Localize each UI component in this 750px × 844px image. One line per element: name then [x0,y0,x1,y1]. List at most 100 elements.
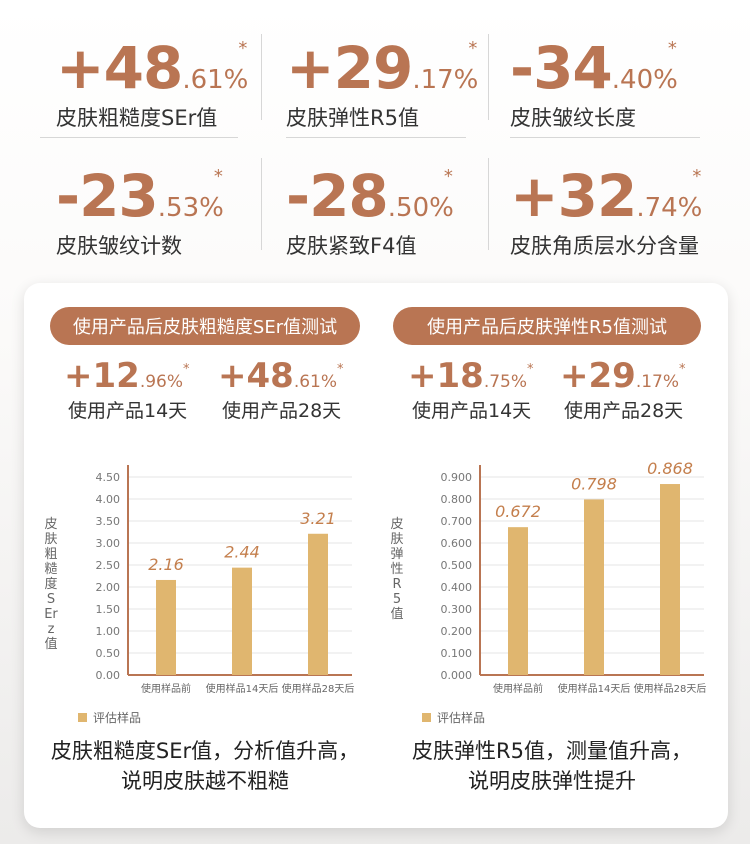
stat-label: 皮肤粗糙度SEr值 [56,106,218,130]
stat-decimals: .40% [611,65,678,95]
elasticity-stat-14d: +18.75%* 使用产品14天 [408,356,558,422]
stat-label: 使用产品28天 [222,400,342,422]
stat-mark: * [679,362,686,377]
stat-label: 使用产品14天 [412,400,532,422]
data-label: 3.21 [300,509,336,528]
stat-label: 皮肤皱纹长度 [510,106,636,130]
elasticity-stat-28d: +29.17%* 使用产品28天 [560,356,710,422]
stat-value: +18.75%* [408,356,534,396]
divider [488,34,489,120]
stat-decimals: .17% [635,372,680,392]
roughness-stat-14d: +12.96%* 使用产品14天 [64,356,214,422]
legend-swatch [78,713,87,722]
stat-value: +29.17%* [560,356,686,396]
stat-label: 皮肤弹性R5值 [286,106,419,130]
stat-decimals: .75% [483,372,528,392]
roughness-conclusion: 皮肤粗糙度SEr值，分析值升高， 说明皮肤越不粗糙 [24,736,386,796]
y-tick-label: 0.900 [441,471,473,484]
y-tick-label: 0.800 [441,493,473,506]
stat-decimals: .61% [182,65,249,95]
elasticity-conclusion: 皮肤弹性R5值，测量值升高， 说明皮肤弹性提升 [376,736,728,796]
stat-wrinkle-count: -23.53% * 皮肤皱纹计数 [56,142,276,262]
roughness-chart-ylabel: 皮肤粗糙度SErz值 [44,517,58,652]
y-tick-label: 0.000 [441,669,473,682]
stat-value: +32.74% * [510,162,703,230]
x-tick-label: 使用样品14天后 [558,682,631,695]
stat-value: -23.53% * [56,162,224,230]
stat-decimals: .17% [412,65,479,95]
stat-int: +48 [218,356,294,396]
bar [308,533,328,675]
stat-decimals: .74% [636,193,703,223]
stat-int: +29 [286,34,413,102]
test-results-card: 使用产品后皮肤粗糙度SEr值测试 +12.96%* 使用产品14天 +48.61… [24,283,728,828]
stat-mark: * [213,166,223,187]
y-tick-label: 2.50 [96,559,121,572]
x-tick-label: 使用样品前 [493,682,543,695]
legend-swatch [422,713,431,722]
elasticity-test-title: 使用产品后皮肤弹性R5值测试 [393,307,701,345]
roughness-legend: 评估样品 [78,709,141,726]
stat-int: -34 [510,34,613,102]
stat-value: +29.17% * [286,34,479,102]
divider [261,158,262,250]
stat-value: +48.61%* [56,34,249,102]
stat-int: +29 [560,356,636,396]
stat-mark: * [183,362,190,377]
stat-roughness: +48.61% * 皮肤粗糙度SEr值 [56,14,276,134]
divider [261,34,262,120]
stat-mark: * [468,38,478,59]
y-tick-label: 0.50 [96,647,121,660]
data-label: 2.16 [148,555,184,574]
stat-int: +32 [510,162,637,230]
x-tick-label: 使用样品前 [141,682,191,695]
stat-int: -28 [286,162,389,230]
elasticity-chart: 0.000 0.100 0.200 0.300 0.400 0.500 0.600 0.700… [404,459,714,709]
y-tick-label: 4.00 [96,493,121,506]
x-tick-label: 使用样品28天后 [634,682,707,695]
y-tick-label: 0.400 [441,581,473,594]
stat-mark: * [238,38,248,59]
divider [488,158,489,250]
stat-wrinkle-length: -34.40% * 皮肤皱纹长度 [510,14,730,134]
data-label: 0.798 [571,474,617,493]
stat-label: 皮肤皱纹计数 [56,234,182,258]
y-tick-label: 0.600 [441,537,473,550]
x-tick-label: 使用样品28天后 [282,682,355,695]
divider [286,137,466,138]
stat-value: -28.50% * [286,162,454,230]
stats-grid: +48.61% * 皮肤粗糙度SEr值 +29.17% * 皮肤弹性R5值 -34.… [0,0,750,270]
stat-label: 皮肤角质层水分含量 [510,234,699,258]
y-tick-label: 0.200 [441,625,473,638]
legend-label: 评估样品 [437,711,486,725]
stat-label: 使用产品14天 [68,400,188,422]
elasticity-chart-ylabel: 皮肤弹性R5值 [390,517,404,622]
stat-value: +48.61%* [218,356,344,396]
y-tick-label: 1.50 [96,603,121,616]
roughness-chart: 0.00 0.50 1.00 1.50 2.00 2.50 3.00 3.50 4.00 4.50… [62,459,362,709]
y-tick-label: 3.50 [96,515,121,528]
stat-mark: * [337,362,344,377]
y-tick-label: 1.00 [96,625,121,638]
stat-mark: * [692,166,702,187]
bar [660,484,680,675]
y-tick-label: 4.50 [96,471,121,484]
roughness-bar-chart: 0.00 0.50 1.00 1.50 2.00 2.50 3.00 3.50 4.00 4.50… [96,465,355,695]
bar [156,579,176,675]
conclusion-line: 皮肤粗糙度SEr值，分析值升高， [50,739,360,763]
stat-decimals: .53% [157,193,224,223]
conclusion-line: 说明皮肤越不粗糙 [121,769,289,793]
bar [232,567,252,675]
conclusion-line: 说明皮肤弹性提升 [468,769,636,793]
stat-value: -34.40% * [510,34,678,102]
conclusion-line: 皮肤弹性R5值，测量值升高， [412,739,692,763]
x-tick-label: 使用样品14天后 [206,682,279,695]
divider [510,137,700,138]
stat-firmness: -28.50% * 皮肤紧致F4值 [286,142,506,262]
y-tick-label: 0.300 [441,603,473,616]
stat-value: +12.96%* [64,356,190,396]
y-tick-label: 3.00 [96,537,121,550]
roughness-test-title: 使用产品后皮肤粗糙度SEr值测试 [50,307,360,345]
data-label: 2.44 [224,543,260,562]
stat-elasticity: +29.17% * 皮肤弹性R5值 [286,14,506,134]
